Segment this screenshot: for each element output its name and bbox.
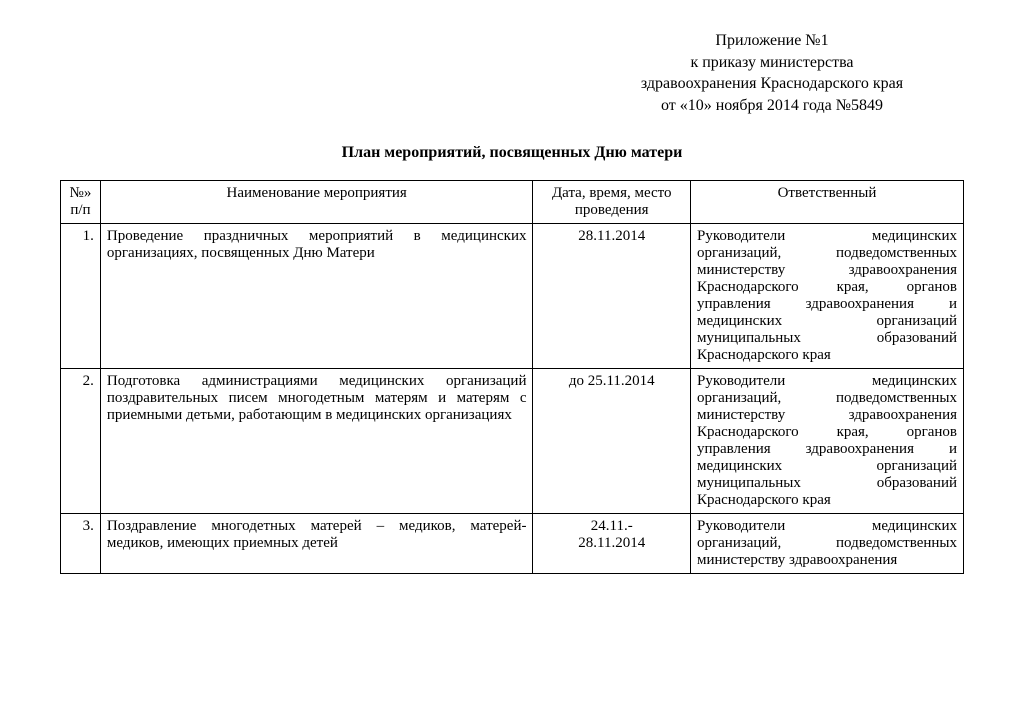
document-page: Приложение №1 к приказу министерства здр… [0,0,1024,574]
events-table: №» п/п Наименование мероприятия Дата, вр… [60,180,964,574]
cell-name: Подготовка администрациями медицинских о… [100,369,533,514]
cell-num: 2. [61,369,101,514]
col-header-name: Наименование мероприятия [100,181,533,224]
cell-resp: Руководители медицинских организаций, по… [690,514,963,574]
col-header-date: Дата, время, место проведения [533,181,691,224]
annex-line-2: к приказу министерства [580,52,964,74]
table-row: 2. Подготовка администрациями медицински… [61,369,964,514]
cell-name: Поздравление многодетных матерей – медик… [100,514,533,574]
table-row: 1. Проведение праздничных мероприятий в … [61,224,964,369]
annex-line-4: от «10» ноября 2014 года №5849 [580,95,964,117]
annex-line-1: Приложение №1 [580,30,964,52]
cell-date: до 25.11.2014 [533,369,691,514]
cell-resp: Руководители медицинских организаций, по… [690,369,963,514]
cell-date: 28.11.2014 [533,224,691,369]
cell-date-line2: 28.11.2014 [578,535,645,551]
col-header-resp: Ответственный [690,181,963,224]
cell-name: Проведение праздничных мероприятий в мед… [100,224,533,369]
cell-date-line1: 24.11.- [591,518,633,534]
cell-num: 1. [61,224,101,369]
col-header-num: №» п/п [61,181,101,224]
table-header-row: №» п/п Наименование мероприятия Дата, вр… [61,181,964,224]
document-title: План мероприятий, посвященных Дню матери [60,144,964,162]
table-row: 3. Поздравление многодетных матерей – ме… [61,514,964,574]
cell-resp: Руководители медицинских организаций, по… [690,224,963,369]
annex-header: Приложение №1 к приказу министерства здр… [580,30,964,116]
annex-line-3: здравоохранения Краснодарского края [580,73,964,95]
cell-num: 3. [61,514,101,574]
cell-date: 24.11.- 28.11.2014 [533,514,691,574]
